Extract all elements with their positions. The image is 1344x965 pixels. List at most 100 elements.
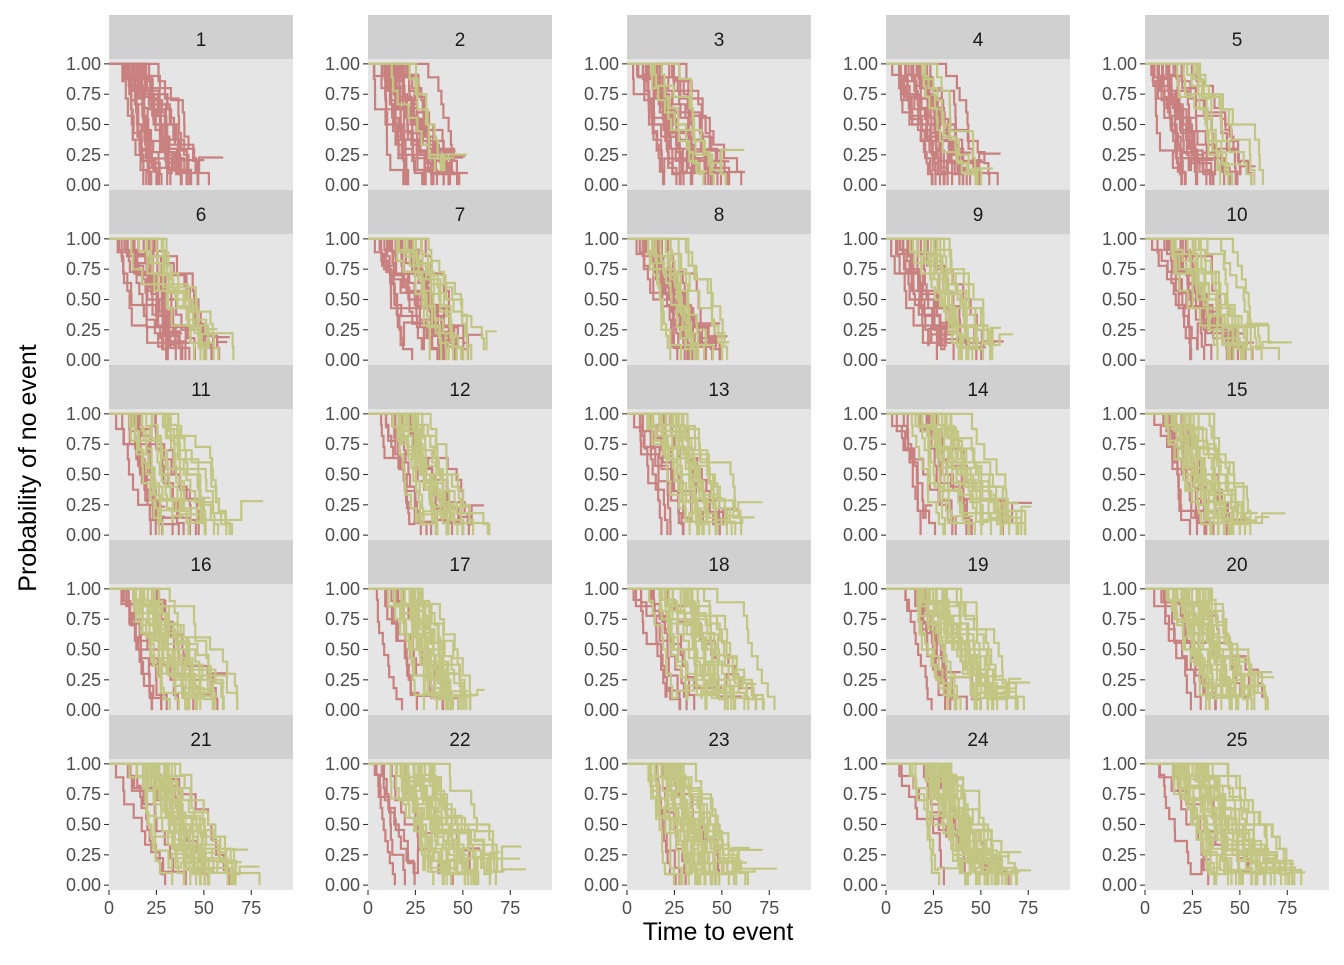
green-survival-curve xyxy=(109,762,206,875)
green-survival-curve xyxy=(109,762,197,869)
y-tick-label: 0.25 xyxy=(843,145,878,165)
y-tick-label: 0.25 xyxy=(584,495,619,515)
x-tick-label: 0 xyxy=(881,898,891,918)
green-survival-curve xyxy=(886,412,1023,536)
facet-panel-19: 19 0.00 0.25 0.50 0.75 1.00 xyxy=(843,540,1070,720)
green-survival-curve xyxy=(886,62,979,186)
red-survival-curve xyxy=(627,587,682,711)
green-survival-curve xyxy=(1145,762,1295,876)
facet-strip xyxy=(368,540,552,584)
facet-strip xyxy=(1145,715,1329,759)
green-survival-curve xyxy=(368,587,485,697)
y-tick-label: 0.50 xyxy=(843,815,878,835)
panel-curves xyxy=(1145,62,1264,186)
green-survival-curve xyxy=(368,62,455,172)
green-survival-curve xyxy=(627,62,745,172)
green-survival-curve xyxy=(627,412,700,522)
facet-panel-14: 14 0.00 0.25 0.50 0.75 1.00 xyxy=(843,365,1070,545)
facet-strip xyxy=(368,190,552,234)
facet-panel-22: 22 0.00 0.25 0.50 0.75 1.00 0 25 50 75 xyxy=(325,715,552,918)
red-survival-curve xyxy=(886,62,949,186)
green-survival-curve xyxy=(1145,412,1258,522)
facet-strip xyxy=(109,190,293,234)
facet-strip xyxy=(886,190,1070,234)
facet-strip xyxy=(368,715,552,759)
y-tick-label: 0.75 xyxy=(66,434,101,454)
red-survival-curve xyxy=(886,237,948,347)
green-survival-curve xyxy=(109,587,214,700)
panel-curves xyxy=(1145,762,1306,886)
green-survival-curve xyxy=(627,587,776,711)
y-tick-label: 0.75 xyxy=(325,84,360,104)
y-tick-label: 0.75 xyxy=(325,784,360,804)
y-tick-label: 0.00 xyxy=(1102,700,1137,720)
green-survival-curve xyxy=(886,587,972,698)
facet-strip xyxy=(1145,540,1329,584)
y-tick-label: 1.00 xyxy=(843,54,878,74)
green-survival-curve xyxy=(627,762,707,886)
green-survival-curve xyxy=(627,762,730,886)
y-tick-label: 0.75 xyxy=(1102,84,1137,104)
y-tick-label: 1.00 xyxy=(66,754,101,774)
y-tick-label: 1.00 xyxy=(1102,404,1137,424)
facet-panel-17: 17 0.00 0.25 0.50 0.75 1.00 xyxy=(325,540,552,720)
y-tick-label: 0.75 xyxy=(1102,784,1137,804)
x-tick-label: 75 xyxy=(1018,898,1038,918)
green-survival-curve xyxy=(368,237,497,351)
x-tick-label: 75 xyxy=(1277,898,1297,918)
y-tick-label: 1.00 xyxy=(843,579,878,599)
facet-strip-label: 10 xyxy=(1226,205,1247,226)
y-tick-label: 0.25 xyxy=(325,845,360,865)
facet-strip-label: 6 xyxy=(196,205,207,226)
green-survival-curve xyxy=(1145,62,1256,186)
y-tick-label: 0.00 xyxy=(1102,525,1137,545)
facet-strip-label: 5 xyxy=(1232,30,1243,51)
red-survival-curve xyxy=(886,237,938,361)
panel-curves xyxy=(627,587,776,711)
red-survival-curve xyxy=(368,587,404,711)
y-tick-label: 0.75 xyxy=(843,84,878,104)
red-survival-curve xyxy=(109,237,183,348)
facet-strip xyxy=(109,365,293,409)
panel-curves xyxy=(368,412,491,536)
green-survival-curve xyxy=(886,62,977,186)
panel-curves xyxy=(886,412,1033,536)
green-survival-curve xyxy=(109,587,188,711)
y-tick-label: 0.75 xyxy=(843,434,878,454)
y-tick-label: 0.50 xyxy=(584,640,619,660)
green-survival-curve xyxy=(1145,762,1219,874)
panel-curves xyxy=(109,587,239,711)
green-survival-curve xyxy=(886,237,994,361)
panel-curves xyxy=(886,587,1031,711)
green-survival-curve xyxy=(368,412,464,536)
y-tick-label: 0.50 xyxy=(584,290,619,310)
y-tick-label: 0.25 xyxy=(843,845,878,865)
y-tick-label: 1.00 xyxy=(325,404,360,424)
red-survival-curve xyxy=(109,62,169,186)
y-tick-label: 1.00 xyxy=(1102,754,1137,774)
panel-curves xyxy=(109,762,261,886)
panel-curves xyxy=(368,62,468,186)
red-survival-curve xyxy=(109,62,192,172)
y-tick-label: 0.75 xyxy=(584,84,619,104)
green-survival-curve xyxy=(368,62,467,172)
y-tick-label: 0.25 xyxy=(1102,670,1137,690)
y-tick-label: 0.75 xyxy=(843,259,878,279)
y-tick-label: 0.00 xyxy=(843,875,878,895)
y-tick-label: 0.25 xyxy=(325,670,360,690)
facet-strip xyxy=(627,190,811,234)
y-tick-label: 0.75 xyxy=(325,434,360,454)
facet-strip xyxy=(109,15,293,59)
panel-curves xyxy=(368,587,485,711)
y-tick-label: 0.25 xyxy=(325,495,360,515)
x-tick-label: 0 xyxy=(104,898,114,918)
panel-curves xyxy=(627,62,745,186)
facet-strip-label: 4 xyxy=(973,30,984,51)
facet-strip xyxy=(368,365,552,409)
panel-curves xyxy=(1145,587,1275,711)
panel-curves xyxy=(1145,237,1292,361)
x-tick-label: 50 xyxy=(1230,898,1250,918)
y-tick-label: 0.75 xyxy=(1102,434,1137,454)
red-survival-curve xyxy=(368,62,405,186)
green-survival-curve xyxy=(886,412,946,536)
